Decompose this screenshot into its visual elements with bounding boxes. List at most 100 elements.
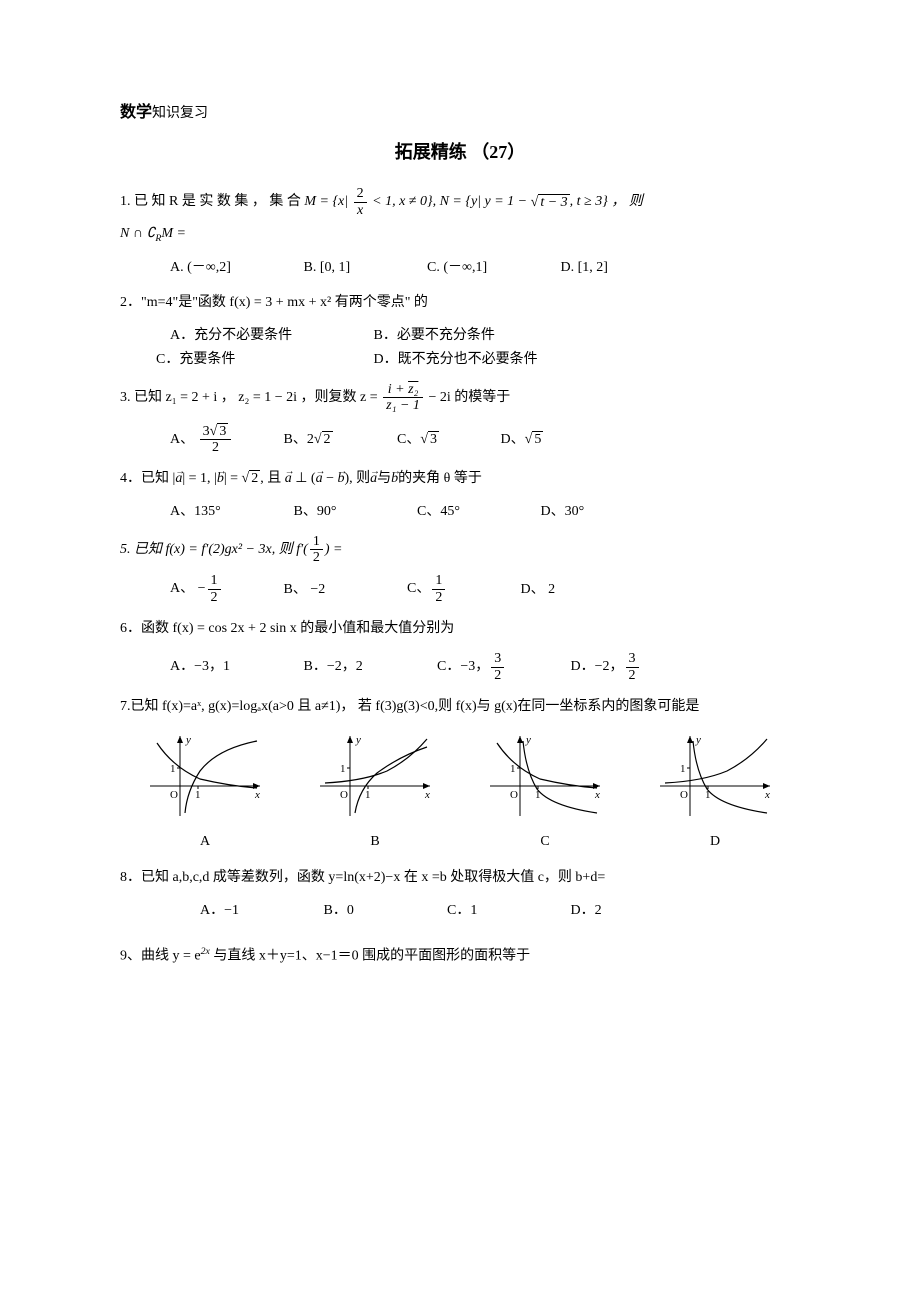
q4-vb1: b xyxy=(217,471,224,486)
question-7: 7.已知 f(x)=aˣ, g(x)=logₐx(a>0 且 a≠1)， 若 f… xyxy=(120,693,800,721)
q1-stem-a: 1. 已 知 R 是 实 数 集 ， 集 合 xyxy=(120,195,304,210)
q6-opt-b: B．−2，2 xyxy=(304,656,434,678)
q6-opt-d: D．−2，32 xyxy=(571,651,641,683)
q5-b: ) = xyxy=(325,542,343,557)
graph-b-svg: y x O 1 1 xyxy=(315,731,435,821)
q4-p1: 4．已知 | xyxy=(120,471,175,486)
svg-text:x: x xyxy=(594,789,600,801)
q4-opt-d: D、30° xyxy=(541,501,585,523)
q1-set-n: N = {y| y = 1 − xyxy=(436,195,531,210)
q5-opt-a: A、 −12 xyxy=(170,573,280,605)
q1-set-m-pre: M = {x| xyxy=(304,195,351,210)
q3-stem-a: 3. 已知 z₁ = 2 + i ， z₂ = 1 − 2i ，则复数 z = xyxy=(120,390,381,405)
svg-text:y: y xyxy=(355,734,361,746)
q7-labels: A B C D xyxy=(120,831,800,853)
q5-a: 5. 已知 f(x) = f′(2)gx² − 3x, 则 f′( xyxy=(120,542,308,557)
q7-graph-b: y x O 1 1 xyxy=(290,731,460,829)
svg-text:O: O xyxy=(510,789,518,801)
svg-text:1: 1 xyxy=(510,763,516,775)
q7-lbl-d: D xyxy=(630,831,800,853)
q4-vb3: b xyxy=(391,471,398,486)
q3-num: i + xyxy=(388,382,408,397)
svg-text:1: 1 xyxy=(680,763,686,775)
svg-text:O: O xyxy=(340,789,348,801)
svg-text:y: y xyxy=(185,734,191,746)
q2-opt-d: D．既不充分也不必要条件 xyxy=(374,352,538,367)
q1-opt-b: B. [0, 1] xyxy=(304,257,424,279)
q1-n-tail: , t ≥ 3} ， 则 xyxy=(570,195,643,210)
q4-opt-b: B、90° xyxy=(294,501,414,523)
q2-opt-b: B．必要不充分条件 xyxy=(374,328,495,343)
svg-text:x: x xyxy=(764,789,770,801)
q4-opt-c: C、45° xyxy=(417,501,537,523)
q8-opt-b: B．0 xyxy=(324,900,444,922)
q4-m3: , 且 xyxy=(260,471,285,486)
q4-va3: a xyxy=(316,471,323,486)
q1-set-m-suf: < 1, x ≠ 0}, xyxy=(369,195,436,210)
svg-text:1: 1 xyxy=(195,789,201,801)
svg-text:1: 1 xyxy=(365,789,371,801)
q9-exp: 2x xyxy=(201,946,210,957)
q4-opt-a: A、135° xyxy=(170,501,290,523)
question-6: 6．函数 f(x) = cos 2x + 2 sin x 的最小值和最大值分别为 xyxy=(120,615,800,643)
q8-opt-d: D．2 xyxy=(571,900,602,922)
q6-options: A．−3，1 B．−2，2 C．−3，32 D．−2，32 xyxy=(170,651,800,683)
q4-va4: a xyxy=(370,471,377,486)
question-3: 3. 已知 z₁ = 2 + i ， z₂ = 1 − 2i ，则复数 z = … xyxy=(120,382,800,414)
q4-va1: a xyxy=(175,471,182,486)
q9-a: 9、曲线 y = e xyxy=(120,949,201,964)
question-9: 9、曲线 y = e2x 与直线 x＋y=1、x−1＝0 围成的平面图形的面积等… xyxy=(120,942,800,971)
question-2: 2．"m=4"是"函数 f(x) = 3 + mx + x² 有两个零点" 的 xyxy=(120,289,800,317)
q3-opt-d: D、5 xyxy=(501,429,544,451)
q5-opt-d: D、 2 xyxy=(521,579,556,601)
q2-options: A．充分不必要条件 B．必要不充分条件 C．充要条件 D．既不充分也不必要条件 xyxy=(170,325,800,372)
q2-stem: 2．"m=4"是"函数 f(x) = 3 + mx + x² 有两个零点" 的 xyxy=(120,295,428,310)
q7-lbl-a: A xyxy=(120,831,290,853)
q7-lbl-b: B xyxy=(290,831,460,853)
q1-opt-d: D. [1, 2] xyxy=(561,257,608,279)
q4-options: A、135° B、90° C、45° D、30° xyxy=(170,501,800,523)
graph-c-svg: yxO11 xyxy=(485,731,605,821)
svg-text:x: x xyxy=(254,789,260,801)
q6-opt-a: A．−3，1 xyxy=(170,656,300,678)
q1-l2a: N ∩ ∁ xyxy=(120,226,155,241)
svg-text:1: 1 xyxy=(170,763,176,775)
q7-graph-a: y x O 1 1 xyxy=(120,731,290,829)
svg-text:1: 1 xyxy=(340,763,346,775)
svg-text:y: y xyxy=(525,734,531,746)
q8-opt-a: A．−1 xyxy=(200,900,320,922)
q4-m4: ⊥ ( xyxy=(292,471,316,486)
graph-d-svg: yxO11 xyxy=(655,731,775,821)
q2-opt-c: C．充要条件 xyxy=(156,349,370,371)
q3-opt-b: B、22 xyxy=(284,429,394,451)
q7-graphs: yxO11 yxO11 yxO11 yxO11 xyxy=(120,731,800,829)
q3-opt-a: A、 332 xyxy=(170,424,280,456)
subject-suffix: 知识复习 xyxy=(152,106,208,121)
q8-opt-c: C．1 xyxy=(447,900,567,922)
q7-graph-c: yxO11 xyxy=(460,731,630,829)
svg-text:x: x xyxy=(424,789,430,801)
q4-m8: 的夹角 θ 等于 xyxy=(398,471,482,486)
q9-b: 与直线 x＋y=1、x−1＝0 围成的平面图形的面积等于 xyxy=(210,949,530,964)
q1-opt-c: C. (－∞,1] xyxy=(427,257,557,279)
q1-options: A. (－∞,2] B. [0, 1] C. (－∞,1] D. [1, 2] xyxy=(170,257,800,279)
q4-va2: a xyxy=(285,471,292,486)
q4-m1: | = 1, | xyxy=(182,471,217,486)
q4-m6: ), 则 xyxy=(344,471,370,486)
worksheet-title: 拓展精练 （27） xyxy=(120,138,800,167)
q8-options: A．−1 B．0 C．1 D．2 xyxy=(200,900,800,922)
q4-vb2: b xyxy=(337,471,344,486)
q5-opt-c: C、12 xyxy=(407,573,517,605)
q7-lbl-c: C xyxy=(460,831,630,853)
q3-den: z₁ − 1 xyxy=(383,398,423,413)
q1-line2: N ∩ ∁RM = xyxy=(120,220,800,248)
q8-stem: 8．已知 a,b,c,d 成等差数列，函数 y=ln(x+2)−x 在 x =b… xyxy=(120,870,605,885)
q3-options: A、 332 B、22 C、3 D、5 xyxy=(170,424,800,456)
q7-graph-d: yxO11 xyxy=(630,731,800,829)
graph-a-svg: y x O 1 1 xyxy=(145,731,265,821)
subject-label: 数学 xyxy=(120,104,152,121)
q1-opt-a: A. (－∞,2] xyxy=(170,257,300,279)
svg-text:O: O xyxy=(170,789,178,801)
q4-sqrt: 2 xyxy=(242,465,261,493)
q3-opt-c: C、3 xyxy=(397,429,497,451)
